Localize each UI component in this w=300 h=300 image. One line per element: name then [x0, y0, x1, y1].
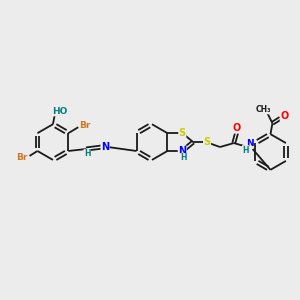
Text: N: N: [246, 139, 254, 148]
Text: CH₃: CH₃: [256, 105, 271, 114]
Text: HO: HO: [52, 107, 68, 116]
Text: H: H: [84, 149, 90, 158]
Text: Br: Br: [16, 153, 27, 162]
Text: S: S: [203, 137, 211, 147]
Text: Br: Br: [80, 121, 91, 130]
Text: O: O: [233, 123, 241, 133]
Text: H: H: [180, 153, 187, 162]
Text: N: N: [178, 146, 186, 156]
Text: O: O: [280, 111, 289, 121]
Text: S: S: [179, 128, 186, 138]
Text: N: N: [101, 142, 109, 152]
Text: H: H: [242, 146, 249, 154]
